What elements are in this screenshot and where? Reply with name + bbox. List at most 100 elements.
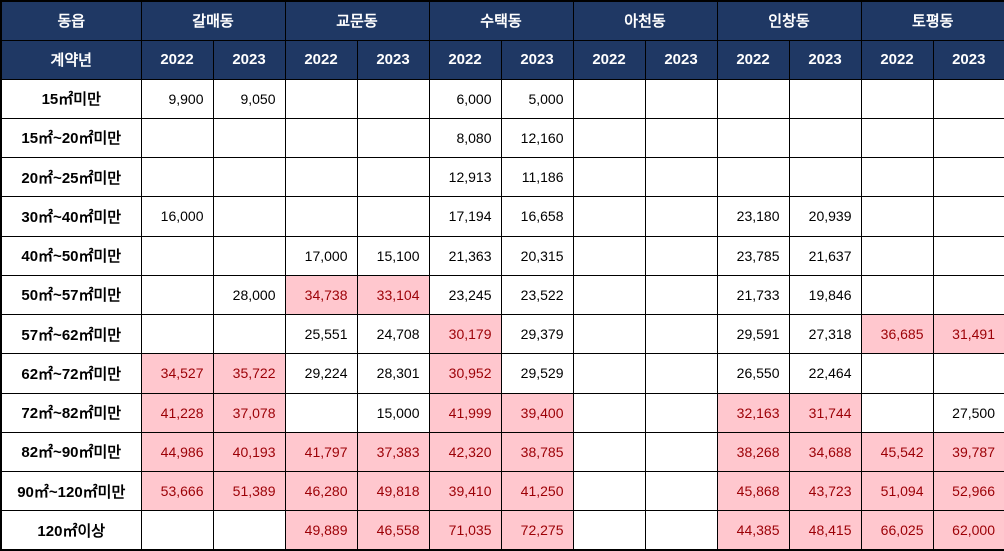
- year-header: 2023: [500, 39, 574, 80]
- value-cell: 23,785: [716, 235, 790, 276]
- value-cell: [212, 196, 286, 237]
- value-cell: [932, 78, 1004, 119]
- value-cell: [932, 353, 1004, 394]
- value-cell: [860, 156, 934, 198]
- value-cell: 36,685: [860, 313, 934, 355]
- year-header: 2022: [860, 39, 934, 80]
- value-cell: [284, 196, 358, 237]
- value-cell: [644, 313, 718, 355]
- value-cell: [572, 313, 646, 355]
- value-cell: 30,952: [428, 353, 502, 394]
- value-cell: [356, 156, 430, 198]
- corner-contract-year-label: 계약년: [0, 39, 142, 80]
- value-cell: 29,224: [284, 353, 358, 394]
- value-cell: [644, 510, 718, 551]
- district-header: 수택동: [428, 0, 574, 41]
- row-label: 72㎡~82㎡미만: [0, 392, 142, 433]
- value-cell: 17,000: [284, 235, 358, 276]
- value-cell: 24,708: [356, 313, 430, 355]
- value-cell: 12,160: [500, 117, 574, 159]
- value-cell: 31,744: [788, 392, 862, 433]
- district-header: 교문동: [284, 0, 430, 41]
- value-cell: 41,999: [428, 392, 502, 433]
- value-cell: 35,722: [212, 353, 286, 394]
- year-header: 2023: [788, 39, 862, 80]
- value-cell: 20,315: [500, 235, 574, 276]
- value-cell: [860, 274, 934, 316]
- value-cell: [788, 156, 862, 198]
- row-label: 15㎡미만: [0, 78, 142, 119]
- value-cell: 72,275: [500, 510, 574, 551]
- value-cell: [860, 78, 934, 119]
- value-cell: 42,320: [428, 431, 502, 473]
- district-header: 아천동: [572, 0, 718, 41]
- value-cell: 37,383: [356, 431, 430, 473]
- value-cell: 52,966: [932, 470, 1004, 512]
- table-row: 50㎡~57㎡미만 28,000 34,738 33,104 23,245 23,522 2…: [0, 274, 1004, 316]
- value-cell: 66,025: [860, 510, 934, 551]
- value-cell: [644, 117, 718, 159]
- value-cell: [644, 274, 718, 316]
- value-cell: [212, 235, 286, 276]
- value-cell: 26,550: [716, 353, 790, 394]
- value-cell: 31,491: [932, 313, 1004, 355]
- value-cell: 27,500: [932, 392, 1004, 433]
- table-row: 72㎡~82㎡미만 41,228 37,078 15,000 41,999 39,400 3…: [0, 392, 1004, 433]
- value-cell: 21,637: [788, 235, 862, 276]
- value-cell: 34,527: [140, 353, 214, 394]
- value-cell: [788, 117, 862, 159]
- value-cell: [860, 235, 934, 276]
- row-label: 62㎡~72㎡미만: [0, 353, 142, 394]
- year-header: 2022: [716, 39, 790, 80]
- value-cell: [140, 274, 214, 316]
- table-row: 62㎡~72㎡미만 34,527 35,722 29,224 28,301 30,952 2…: [0, 353, 1004, 394]
- value-cell: [644, 392, 718, 433]
- value-cell: 46,280: [284, 470, 358, 512]
- value-cell: [572, 78, 646, 119]
- value-cell: 41,797: [284, 431, 358, 473]
- value-cell: 43,723: [788, 470, 862, 512]
- year-header: 2022: [140, 39, 214, 80]
- value-cell: [140, 510, 214, 551]
- value-cell: [860, 117, 934, 159]
- row-label: 20㎡~25㎡미만: [0, 156, 142, 198]
- value-cell: [932, 274, 1004, 316]
- table-row: 40㎡~50㎡미만 17,000 15,100 21,363 20,315 23,785 2…: [0, 235, 1004, 276]
- value-cell: [644, 78, 718, 119]
- value-cell: [572, 510, 646, 551]
- value-cell: 16,658: [500, 196, 574, 237]
- value-cell: 38,268: [716, 431, 790, 473]
- value-cell: [572, 431, 646, 473]
- value-cell: 25,551: [284, 313, 358, 355]
- value-cell: 62,000: [932, 510, 1004, 551]
- year-header: 2022: [572, 39, 646, 80]
- value-cell: 44,986: [140, 431, 214, 473]
- value-cell: [572, 196, 646, 237]
- value-cell: 33,104: [356, 274, 430, 316]
- value-cell: 39,400: [500, 392, 574, 433]
- value-cell: [572, 392, 646, 433]
- value-cell: [572, 156, 646, 198]
- value-cell: [356, 78, 430, 119]
- value-cell: [644, 431, 718, 473]
- value-cell: [356, 196, 430, 237]
- value-cell: 37,078: [212, 392, 286, 433]
- value-cell: [140, 313, 214, 355]
- value-cell: [644, 156, 718, 198]
- corner-region-label: 동읍: [0, 0, 142, 41]
- value-cell: [572, 353, 646, 394]
- row-label: 90㎡~120㎡미만: [0, 470, 142, 512]
- year-header: 2023: [356, 39, 430, 80]
- year-header: 2022: [428, 39, 502, 80]
- row-label: 57㎡~62㎡미만: [0, 313, 142, 355]
- value-cell: [572, 235, 646, 276]
- value-cell: [644, 196, 718, 237]
- value-cell: 49,889: [284, 510, 358, 551]
- value-cell: [932, 196, 1004, 237]
- value-cell: 32,163: [716, 392, 790, 433]
- value-cell: [140, 117, 214, 159]
- value-cell: [572, 470, 646, 512]
- value-cell: 11,186: [500, 156, 574, 198]
